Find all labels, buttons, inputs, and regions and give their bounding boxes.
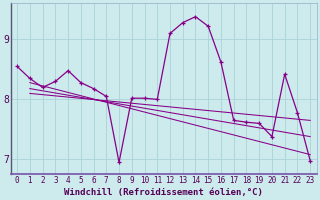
X-axis label: Windchill (Refroidissement éolien,°C): Windchill (Refroidissement éolien,°C): [64, 188, 263, 197]
